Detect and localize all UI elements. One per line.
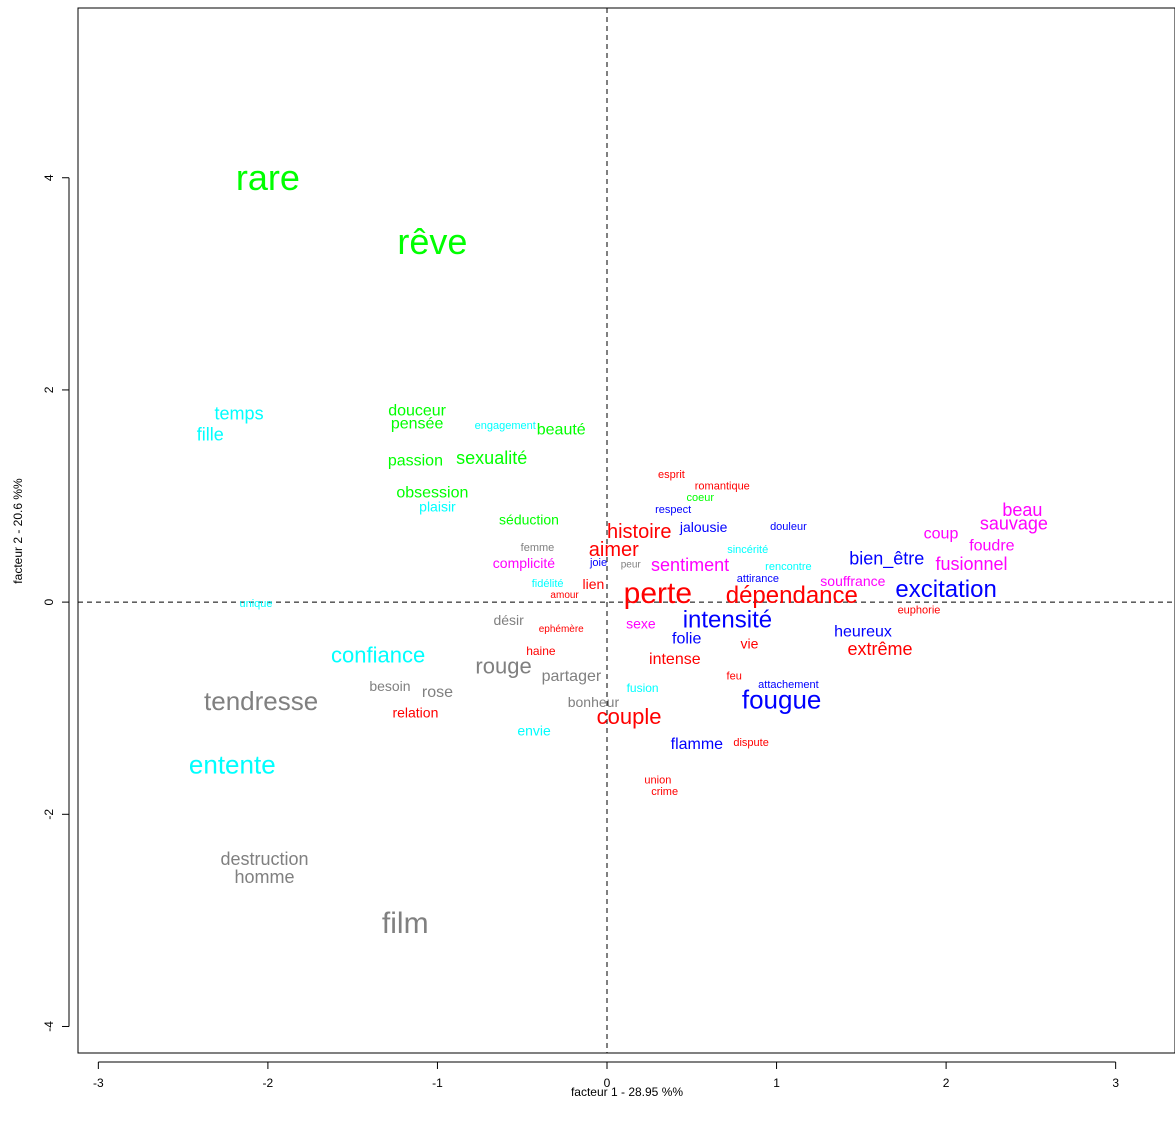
word-label: pensée	[391, 415, 444, 432]
word-label: perte	[624, 577, 692, 610]
x-tick-label: 1	[773, 1076, 780, 1090]
word-label: rêve	[397, 221, 467, 262]
y-tick-label: 0	[42, 598, 56, 605]
word-label: bonheur	[568, 694, 620, 710]
word-label: folie	[672, 631, 701, 648]
word-label: attirance	[737, 573, 779, 585]
x-tick-label: -3	[93, 1076, 104, 1090]
word-label: sincérité	[727, 544, 768, 556]
word-label: rouge	[475, 653, 531, 678]
word-label: rose	[422, 684, 453, 701]
word-label: foudre	[969, 537, 1014, 554]
word-label: haine	[526, 644, 556, 658]
word-label: unique	[240, 598, 273, 610]
word-label: désir	[493, 612, 524, 628]
y-tick-label: -2	[42, 809, 56, 820]
word-label: destruction	[220, 849, 308, 869]
word-label: dépendance	[726, 582, 858, 609]
word-label: femme	[521, 542, 555, 554]
word-label: entente	[189, 749, 276, 779]
x-tick-label: -1	[432, 1076, 443, 1090]
word-label: bien_être	[849, 549, 924, 570]
word-label: temps	[215, 403, 264, 423]
word-label: intensité	[683, 607, 772, 634]
word-label: union	[644, 774, 671, 786]
word-label: tendresse	[204, 686, 318, 716]
word-label: passion	[388, 453, 443, 470]
word-label: euphorie	[898, 605, 941, 617]
word-label: sexualité	[456, 448, 527, 468]
x-tick-label: 0	[604, 1076, 611, 1090]
word-label: complicité	[493, 555, 555, 571]
word-label: partager	[542, 668, 602, 685]
word-label: crime	[651, 786, 678, 798]
word-label: couple	[597, 704, 662, 729]
word-label: esprit	[658, 469, 685, 481]
word-label: souffrance	[820, 573, 885, 589]
plot-frame	[77, 7, 1175, 1054]
word-label: beau	[1002, 500, 1042, 520]
word-label: ephémère	[539, 624, 584, 635]
word-label: fusionnel	[936, 554, 1008, 574]
word-label: homme	[234, 867, 294, 887]
y-tick-label: 2	[42, 386, 56, 393]
word-label: envie	[517, 722, 551, 738]
word-label: lien	[583, 576, 605, 592]
word-label: fille	[197, 424, 224, 444]
y-tick-label: -4	[42, 1021, 56, 1032]
word-label: sauvage	[980, 514, 1048, 534]
word-label: peur	[621, 559, 642, 570]
word-label: heureux	[834, 623, 892, 640]
y-tick-label: 4	[42, 174, 56, 181]
word-label: film	[382, 907, 429, 940]
word-label: feu	[727, 670, 742, 682]
word-label: intense	[649, 651, 701, 668]
word-label: dispute	[733, 737, 768, 749]
word-label: fougue	[742, 685, 822, 715]
word-label: romantique	[695, 480, 750, 492]
word-label: obsession	[396, 484, 468, 501]
y-axis: -4 -2 0 2 4	[42, 174, 70, 1032]
word-label: sentiment	[651, 555, 729, 575]
word-label: jalousie	[679, 519, 728, 535]
word-label: séduction	[499, 511, 559, 527]
word-label: extrême	[847, 639, 912, 659]
word-label: coeur	[686, 492, 714, 504]
word-label: engagement	[475, 420, 536, 432]
word-label: excitation	[895, 576, 996, 603]
word-label: histoire	[607, 521, 671, 543]
x-tick-label: 3	[1112, 1076, 1119, 1090]
word-label: douleur	[770, 521, 807, 533]
x-axis-title: facteur 1 - 28.95 %%	[571, 1085, 683, 1099]
word-label: aimer	[589, 539, 639, 561]
word-label: beauté	[537, 422, 586, 439]
word-label: plaisir	[419, 499, 456, 515]
word-label: relation	[392, 704, 438, 720]
y-axis-title: facteur 2 - 20.6 %%	[11, 478, 25, 584]
word-label: flamme	[671, 736, 724, 753]
word-label: amour	[550, 590, 579, 601]
word-label: rencontre	[765, 561, 811, 573]
word-label: coup	[924, 526, 959, 543]
word-label: douceur	[388, 403, 446, 420]
word-label: joie	[589, 557, 607, 569]
word-label: besoin	[369, 678, 410, 694]
word-label: fusion	[627, 681, 659, 695]
word-label: rare	[236, 157, 300, 198]
word-label: fidélité	[532, 578, 564, 590]
word-label: vie	[740, 635, 758, 651]
x-axis: -3 -2 -1 0 1 2 3	[93, 1061, 1119, 1090]
x-tick-label: -2	[263, 1076, 274, 1090]
x-tick-label: 2	[943, 1076, 950, 1090]
word-label: attachement	[758, 679, 819, 691]
word-label: confiance	[331, 643, 425, 668]
word-label: sexe	[626, 615, 656, 631]
word-label: respect	[655, 504, 691, 516]
